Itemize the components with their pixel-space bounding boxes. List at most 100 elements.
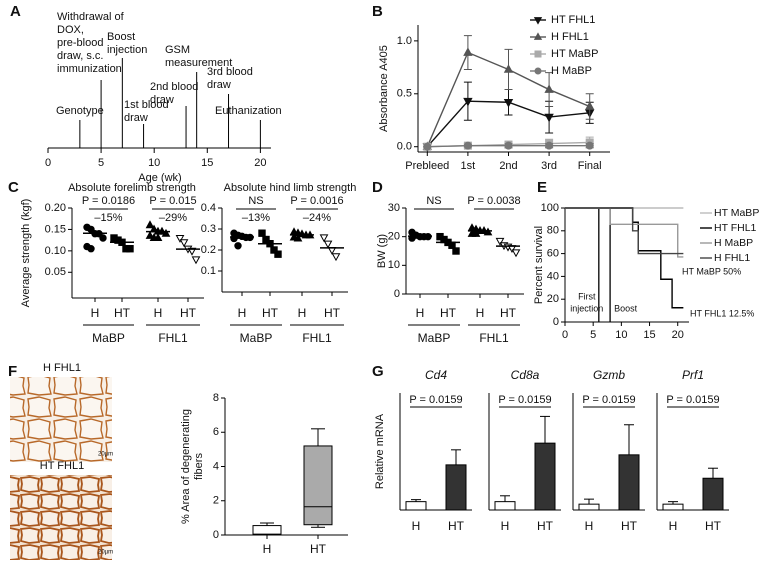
p-value: P = 0.0159 — [582, 394, 635, 406]
event-label: First — [578, 291, 596, 301]
micrograph — [10, 475, 112, 560]
scale-bar-label: 20µm — [98, 550, 113, 556]
event-label: draw — [150, 94, 174, 106]
x-tick-label: H — [298, 306, 307, 320]
group-label: FHL1 — [302, 331, 332, 345]
point — [179, 239, 189, 248]
x-tick-label: 10 — [148, 157, 160, 169]
x-tick-label: 2nd — [499, 160, 517, 172]
percent-change: –15% — [94, 212, 122, 224]
point — [495, 237, 505, 246]
y-tick-label: 0.10 — [45, 245, 66, 257]
group-label: MaBP — [92, 331, 125, 345]
x-tick-label: 20 — [254, 157, 266, 169]
event-label: draw, s.c. — [57, 50, 103, 62]
point — [463, 47, 473, 56]
point — [585, 141, 594, 150]
annotation: HT MaBP 50% — [682, 266, 741, 276]
panel-letter: F — [8, 363, 17, 380]
panel-letter: D — [372, 179, 383, 196]
legend-marker — [533, 17, 543, 25]
point — [544, 84, 554, 93]
x-tick-label: 1st — [461, 160, 476, 172]
group-label: MaBP — [418, 331, 451, 345]
point — [187, 247, 197, 256]
panel-letter: B — [372, 3, 383, 20]
point — [463, 141, 472, 150]
bar — [445, 464, 467, 511]
event-label: Boost — [107, 31, 135, 43]
x-tick-label: HT — [705, 519, 722, 533]
chart-title: Absolute forelimb strength — [68, 182, 196, 194]
x-tick-label: H — [238, 306, 247, 320]
point — [126, 245, 134, 253]
x-tick-label: 5 — [590, 329, 596, 341]
image-title: HT FHL1 — [40, 460, 84, 472]
y-tick-label: 60 — [547, 248, 559, 260]
box — [303, 445, 333, 526]
point — [504, 141, 513, 150]
y-tick-label: 20 — [547, 293, 559, 305]
bar — [405, 501, 427, 511]
x-tick-label: HT — [448, 519, 465, 533]
y-axis-label: BW (g) — [376, 234, 388, 268]
event-label: measurement — [165, 57, 232, 69]
x-tick-label: H — [412, 519, 421, 533]
bar — [578, 503, 600, 511]
point — [319, 234, 329, 243]
point — [585, 101, 595, 110]
point — [145, 230, 155, 239]
x-tick-label: H — [476, 306, 485, 320]
p-value: NS — [426, 195, 441, 207]
survival-curve — [565, 207, 684, 258]
point — [463, 97, 473, 107]
event-label: pre-blood — [57, 37, 103, 49]
x-tick-label: HT — [114, 306, 131, 320]
y-axis-label: Relative mRNA — [374, 413, 386, 489]
point — [483, 227, 493, 236]
percent-change: –24% — [303, 212, 331, 224]
point — [234, 242, 242, 250]
x-tick-label: 20 — [672, 329, 684, 341]
x-tick-label: H — [416, 306, 425, 320]
x-tick-label: 3rd — [541, 160, 557, 172]
chart-title: Prf1 — [682, 368, 704, 382]
point — [191, 256, 201, 265]
p-value: P = 0.0159 — [498, 394, 551, 406]
event-label: 1st blood — [124, 99, 169, 111]
y-tick-label: 0.2 — [201, 244, 216, 256]
y-axis-label: Percent survival — [533, 226, 545, 304]
y-tick-label: 0.20 — [45, 202, 66, 214]
y-tick-label: 30 — [388, 202, 400, 214]
x-tick-label: H — [585, 519, 594, 533]
bar — [702, 477, 724, 511]
micrograph — [10, 377, 112, 462]
y-axis-label: Absorbance A405 — [378, 45, 390, 132]
chart-title: Cd8a — [511, 368, 540, 382]
x-tick-label: HT — [310, 542, 327, 556]
p-value: NS — [248, 195, 263, 207]
panel-letter: E — [537, 179, 547, 196]
point — [323, 240, 333, 249]
x-tick-label: H — [154, 306, 163, 320]
box — [252, 525, 282, 536]
p-value: P = 0.0038 — [467, 195, 520, 207]
x-tick-label: HT — [500, 306, 517, 320]
y-tick-label: 10 — [388, 259, 400, 271]
event-label: GSM — [165, 44, 190, 56]
y-axis-label: % Area of degenerating — [180, 409, 192, 524]
point — [230, 234, 238, 243]
point — [293, 233, 303, 242]
y-tick-label: 4 — [213, 460, 219, 472]
event-label: 3rd blood — [207, 66, 253, 78]
point — [503, 64, 514, 73]
legend-label: H MaBP — [714, 237, 753, 249]
scale-bar-label: 20µm — [98, 452, 113, 458]
group-label: FHL1 — [158, 331, 188, 345]
point — [175, 234, 185, 243]
group-label: MaBP — [240, 331, 273, 345]
y-tick-label: 80 — [547, 225, 559, 237]
x-tick-label: H — [263, 542, 272, 556]
